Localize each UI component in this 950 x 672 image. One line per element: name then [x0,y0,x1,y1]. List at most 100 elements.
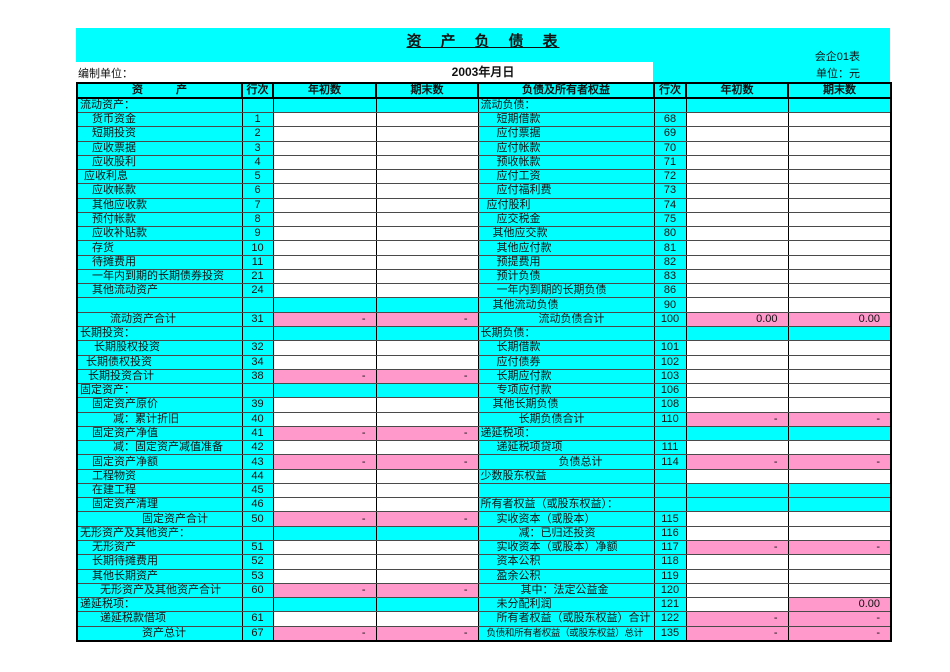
liability-line-number-cell[interactable]: 70 [653,140,687,156]
liability-line-number-cell[interactable]: 102 [653,354,687,370]
asset-name-cell[interactable]: 应收票据 [76,140,243,156]
column-header-1[interactable]: 行次 [241,82,274,99]
asset-begin-of-year-value-cell[interactable]: - [272,582,377,599]
liability-line-number-cell[interactable]: 118 [653,554,687,570]
asset-end-of-period-value-cell[interactable] [375,197,479,213]
asset-name-cell[interactable]: 长期股权投资 [76,340,243,356]
asset-begin-of-year-value-cell[interactable] [272,482,377,499]
liability-end-of-period-value-cell[interactable] [787,126,892,142]
asset-begin-of-year-value-cell[interactable] [272,468,377,484]
asset-name-cell[interactable]: 固定资产： [76,383,243,399]
liability-begin-of-year-value-cell[interactable] [685,425,789,442]
liability-line-number-cell[interactable]: 117 [653,539,687,556]
liability-end-of-period-value-cell[interactable]: - [787,611,892,627]
liability-begin-of-year-value-cell[interactable] [685,183,789,199]
asset-end-of-period-value-cell[interactable] [375,482,479,499]
liability-begin-of-year-value-cell[interactable] [685,126,789,142]
liability-begin-of-year-value-cell[interactable] [685,169,789,185]
liability-end-of-period-value-cell[interactable]: - [787,539,892,556]
liability-begin-of-year-value-cell[interactable]: - [685,625,789,642]
asset-name-cell[interactable]: 固定资产清理 [76,497,243,513]
liability-name-cell[interactable]: 应付债券 [477,354,655,370]
asset-name-cell[interactable]: 应收利息 [76,169,243,185]
liability-name-cell[interactable]: 长期负债： [477,325,655,342]
liability-begin-of-year-value-cell[interactable] [685,140,789,156]
liability-name-cell[interactable]: 实收资本（或股本） [477,511,655,527]
asset-name-cell[interactable]: 无形资产及其他资产合计 [76,582,243,599]
liability-begin-of-year-value-cell[interactable] [685,440,789,456]
liability-name-cell[interactable]: 应付帐款 [477,140,655,156]
liability-begin-of-year-value-cell[interactable] [685,97,789,113]
liability-begin-of-year-value-cell[interactable] [685,468,789,484]
asset-end-of-period-value-cell[interactable] [375,111,479,128]
liability-name-cell[interactable]: 实收资本（或股本）净额 [477,539,655,556]
liability-end-of-period-value-cell[interactable] [787,254,892,270]
liability-begin-of-year-value-cell[interactable] [685,340,789,356]
liability-begin-of-year-value-cell[interactable] [685,254,789,270]
liability-end-of-period-value-cell[interactable] [787,554,892,570]
liability-end-of-period-value-cell[interactable] [787,425,892,442]
asset-line-number-cell[interactable]: 10 [241,240,274,256]
asset-line-number-cell[interactable]: 51 [241,539,274,556]
liability-end-of-period-value-cell[interactable] [787,582,892,599]
asset-end-of-period-value-cell[interactable] [375,397,479,413]
liability-end-of-period-value-cell[interactable]: - [787,454,892,470]
liability-begin-of-year-value-cell[interactable] [685,568,789,584]
liability-line-number-cell[interactable] [653,482,687,499]
liability-name-cell[interactable]: 流动负债： [477,97,655,113]
liability-line-number-cell[interactable]: 108 [653,397,687,413]
liability-line-number-cell[interactable]: 69 [653,126,687,142]
asset-begin-of-year-value-cell[interactable] [272,440,377,456]
asset-line-number-cell[interactable]: 32 [241,340,274,356]
column-header-2[interactable]: 年初数 [272,82,377,99]
liability-end-of-period-value-cell[interactable] [787,468,892,484]
asset-begin-of-year-value-cell[interactable] [272,111,377,128]
liability-line-number-cell[interactable]: 111 [653,440,687,456]
liability-begin-of-year-value-cell[interactable] [685,582,789,599]
asset-begin-of-year-value-cell[interactable] [272,140,377,156]
liability-name-cell[interactable]: 应付福利费 [477,183,655,199]
liability-begin-of-year-value-cell[interactable]: 0.00 [685,311,789,327]
liability-end-of-period-value-cell[interactable] [787,340,892,356]
asset-end-of-period-value-cell[interactable] [375,554,479,570]
asset-line-number-cell[interactable]: 5 [241,169,274,185]
asset-end-of-period-value-cell[interactable] [375,268,479,285]
liability-name-cell[interactable]: 所有者权益（或股东权益）合计 [477,611,655,627]
asset-name-cell[interactable]: 存货 [76,240,243,256]
asset-begin-of-year-value-cell[interactable] [272,183,377,199]
asset-begin-of-year-value-cell[interactable]: - [272,454,377,470]
asset-begin-of-year-value-cell[interactable] [272,383,377,399]
liability-name-cell[interactable]: 应交税金 [477,211,655,228]
asset-end-of-period-value-cell[interactable] [375,440,479,456]
liability-begin-of-year-value-cell[interactable] [685,597,789,613]
asset-line-number-cell[interactable]: 9 [241,226,274,242]
asset-begin-of-year-value-cell[interactable] [272,169,377,185]
asset-line-number-cell[interactable] [241,383,274,399]
liability-line-number-cell[interactable]: 72 [653,169,687,185]
asset-begin-of-year-value-cell[interactable] [272,611,377,627]
liability-begin-of-year-value-cell[interactable] [685,197,789,213]
asset-end-of-period-value-cell[interactable] [375,383,479,399]
liability-line-number-cell[interactable]: 73 [653,183,687,199]
liability-name-cell[interactable]: 应付工资 [477,169,655,185]
asset-name-cell[interactable]: 固定资产原价 [76,397,243,413]
liability-end-of-period-value-cell[interactable] [787,111,892,128]
liability-end-of-period-value-cell[interactable] [787,169,892,185]
liability-end-of-period-value-cell[interactable] [787,226,892,242]
asset-name-cell[interactable]: 固定资产合计 [76,511,243,527]
liability-begin-of-year-value-cell[interactable]: - [685,454,789,470]
asset-line-number-cell[interactable]: 39 [241,397,274,413]
asset-begin-of-year-value-cell[interactable]: - [272,511,377,527]
asset-name-cell[interactable]: 递延税款借项 [76,611,243,627]
asset-name-cell[interactable]: 固定资产净额 [76,454,243,470]
asset-end-of-period-value-cell[interactable] [375,254,479,270]
liability-name-cell[interactable]: 应付股利 [477,197,655,213]
asset-name-cell[interactable]: 长期投资合计 [76,368,243,385]
liability-end-of-period-value-cell[interactable] [787,568,892,584]
liability-name-cell[interactable]: 预计负债 [477,268,655,285]
liability-begin-of-year-value-cell[interactable] [685,554,789,570]
asset-end-of-period-value-cell[interactable] [375,611,479,627]
asset-begin-of-year-value-cell[interactable] [272,597,377,613]
liability-begin-of-year-value-cell[interactable] [685,383,789,399]
asset-name-cell[interactable]: 固定资产净值 [76,425,243,442]
